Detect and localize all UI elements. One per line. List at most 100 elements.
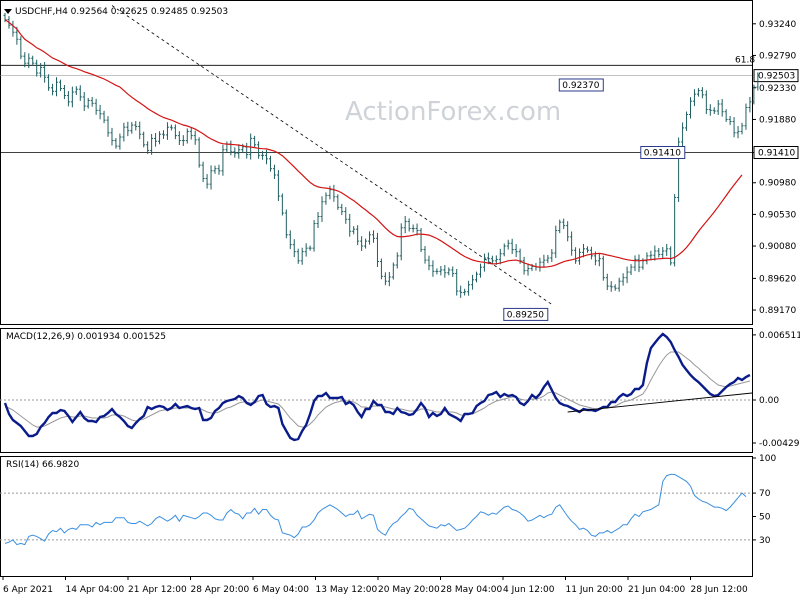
trendline — [111, 5, 553, 305]
candle — [585, 246, 589, 253]
candle — [304, 243, 308, 257]
candle — [161, 130, 165, 139]
candle — [177, 131, 181, 146]
candle — [637, 254, 641, 273]
candle — [661, 246, 665, 259]
price-tick-label: 0.91880 — [759, 115, 796, 125]
macd-tick-label: 0.00 — [759, 396, 779, 406]
candle — [217, 164, 221, 175]
candle — [546, 254, 550, 264]
candle — [415, 223, 419, 236]
candle — [23, 52, 27, 68]
candle — [320, 196, 324, 222]
candle — [685, 111, 689, 131]
candle — [11, 20, 15, 37]
candle — [387, 272, 391, 287]
time-axis: 6 Apr 2021 14 Apr 04:00 21 Apr 12:00 28 Apr… — [2, 576, 748, 595]
candle — [122, 122, 126, 142]
candle — [118, 133, 122, 150]
ma-line — [4, 19, 743, 268]
candle — [704, 90, 708, 115]
candle — [431, 260, 435, 277]
candle — [237, 144, 241, 159]
rsi-line — [4, 473, 747, 546]
candle — [748, 96, 752, 113]
candle — [645, 252, 649, 265]
candle — [31, 55, 35, 66]
candle — [673, 194, 677, 267]
candle — [348, 213, 352, 237]
candle — [312, 220, 316, 252]
candle — [379, 258, 383, 280]
macd-line — [3, 332, 751, 442]
candle — [463, 288, 467, 296]
annotation-label: 0.89250 — [507, 310, 544, 320]
candle — [744, 103, 748, 130]
candle — [467, 280, 471, 296]
time-tick-label: 20 May 20:00 — [378, 585, 440, 595]
candle — [138, 121, 142, 140]
price-annotations: 0.92370 0.91410 0.89250 — [503, 78, 686, 321]
candle — [427, 255, 431, 271]
price-tick-label: 0.93240 — [759, 20, 796, 30]
candle — [90, 96, 94, 107]
candle — [451, 266, 455, 277]
time-tick-label: 28 May 04:00 — [441, 585, 503, 595]
candle — [134, 121, 138, 131]
candle — [538, 257, 542, 272]
candle — [578, 248, 582, 265]
candle — [740, 122, 744, 135]
macd-trendline — [567, 392, 753, 413]
candle — [570, 231, 574, 256]
candle — [502, 243, 506, 257]
candle — [435, 268, 439, 275]
candle — [106, 116, 110, 137]
candle — [201, 161, 205, 183]
candle — [158, 131, 162, 145]
candle — [649, 250, 653, 261]
macd-tick-label: 0.006511 — [759, 331, 800, 341]
time-tick-label: 28 Jun 12:00 — [691, 585, 748, 595]
candle — [352, 226, 356, 235]
candle — [653, 245, 657, 261]
candle — [411, 224, 415, 233]
candle — [443, 265, 447, 278]
macd-series: 0.006511 0.00 -0.004298 — [0, 331, 800, 449]
candle — [340, 203, 344, 216]
rsi-panel — [0, 456, 753, 577]
price-header: USDCHF,H4 0.92564 0.92625 0.92485 0.9250… — [15, 7, 228, 17]
candle — [360, 236, 364, 251]
candle — [475, 271, 479, 283]
candle — [98, 104, 102, 120]
rsi-tick-label: 50 — [759, 513, 771, 523]
candle — [669, 246, 673, 266]
candle — [700, 87, 704, 99]
candle — [597, 253, 601, 267]
candle — [82, 92, 86, 112]
candle — [102, 110, 106, 124]
candle — [526, 263, 530, 276]
candle — [142, 131, 146, 148]
candle — [724, 109, 728, 122]
candle — [344, 207, 348, 224]
candle — [657, 247, 661, 258]
last-price-label: 0.92503 — [758, 72, 795, 82]
candle — [130, 122, 134, 134]
price-tick-label: 0.92790 — [759, 51, 796, 61]
candle — [225, 141, 229, 153]
symbol-dropdown-icon[interactable] — [4, 9, 12, 14]
candle — [459, 285, 463, 298]
candle — [74, 86, 78, 96]
candle — [368, 231, 372, 245]
candle — [720, 99, 724, 117]
candle — [486, 252, 490, 265]
candle — [324, 192, 328, 205]
price-tick-label: 0.90530 — [759, 210, 796, 220]
price-tick-label: 0.92330 — [759, 84, 796, 94]
candle — [35, 59, 39, 77]
candle — [169, 124, 173, 131]
level-price-label: 0.91410 — [758, 149, 795, 159]
candle — [391, 262, 395, 280]
candle — [146, 141, 150, 154]
watermark: ActionForex.com — [345, 97, 561, 127]
